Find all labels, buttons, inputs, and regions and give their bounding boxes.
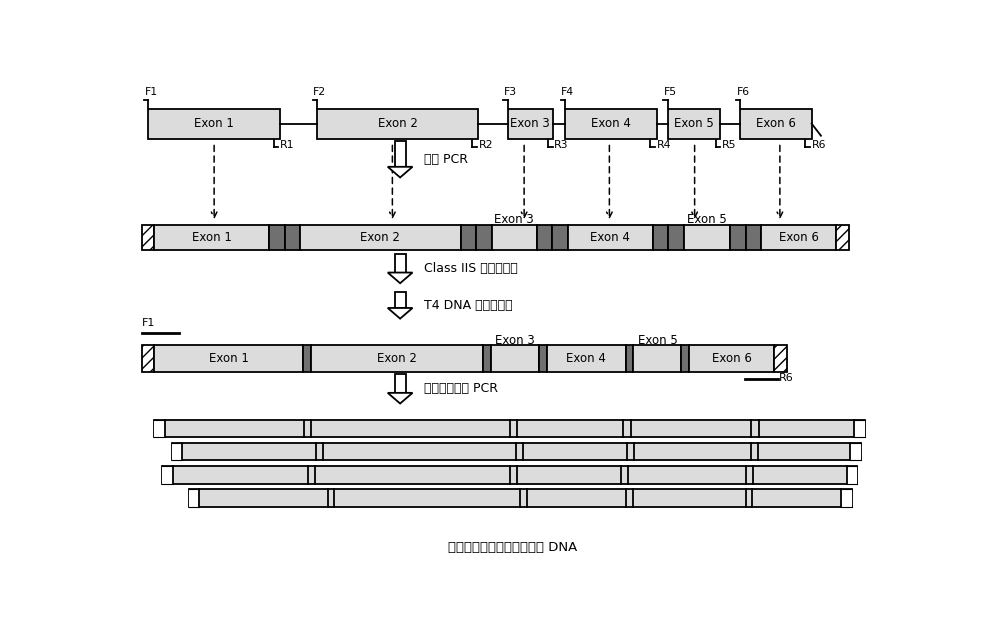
Bar <box>317 108 478 139</box>
Bar <box>189 490 852 507</box>
Text: T4 DNA 连接酶连接: T4 DNA 连接酶连接 <box>424 299 513 312</box>
Bar <box>269 224 285 250</box>
Text: Exon 3: Exon 3 <box>510 117 550 130</box>
Bar <box>162 466 857 484</box>
Bar <box>761 224 836 250</box>
Bar <box>148 108 280 139</box>
Bar <box>539 345 547 372</box>
Text: Exon 6: Exon 6 <box>712 352 752 365</box>
Text: Exon 2: Exon 2 <box>378 117 418 130</box>
Bar <box>395 254 406 273</box>
Bar <box>491 345 539 372</box>
Text: R5: R5 <box>722 140 736 151</box>
Bar <box>537 224 552 250</box>
Bar <box>154 420 165 437</box>
Bar <box>841 490 852 507</box>
Text: Exon 1: Exon 1 <box>192 231 232 244</box>
Bar <box>547 345 626 372</box>
Text: Exon 2: Exon 2 <box>377 352 417 365</box>
Polygon shape <box>388 308 413 319</box>
Text: Exon 3: Exon 3 <box>494 213 534 226</box>
Text: Exon 4: Exon 4 <box>566 352 606 365</box>
Text: R1: R1 <box>280 140 294 151</box>
Bar <box>172 443 182 461</box>
Text: F6: F6 <box>736 87 750 97</box>
Text: Exon 5: Exon 5 <box>687 213 727 226</box>
Bar <box>836 224 849 250</box>
Text: Exon 3: Exon 3 <box>495 335 535 348</box>
Bar <box>154 420 865 437</box>
Bar <box>162 466 173 484</box>
Text: Exon 4: Exon 4 <box>591 117 631 130</box>
Bar <box>746 224 761 250</box>
Text: Exon 1: Exon 1 <box>194 117 234 130</box>
Bar <box>395 141 406 167</box>
Text: R4: R4 <box>657 140 671 151</box>
Text: R2: R2 <box>478 140 493 151</box>
Bar <box>668 108 720 139</box>
Bar <box>476 224 492 250</box>
Bar <box>633 345 681 372</box>
Bar <box>626 345 633 372</box>
Text: Exon 6: Exon 6 <box>756 117 796 130</box>
Text: F1: F1 <box>142 318 155 328</box>
Bar <box>854 420 865 437</box>
Bar <box>303 345 311 372</box>
Bar <box>142 345 154 372</box>
Bar <box>850 443 861 461</box>
Text: F2: F2 <box>313 87 326 97</box>
Bar <box>668 224 684 250</box>
Text: 扩增的带有全部突变的全长 DNA: 扩增的带有全部突变的全长 DNA <box>448 541 577 554</box>
Bar <box>684 224 730 250</box>
Bar <box>508 108 553 139</box>
Bar <box>740 108 812 139</box>
Text: Exon 2: Exon 2 <box>360 231 400 244</box>
Bar <box>461 224 476 250</box>
Text: 分段 PCR: 分段 PCR <box>424 153 468 166</box>
Text: Exon 4: Exon 4 <box>590 231 630 244</box>
Text: Class IIS 内切酶酶切: Class IIS 内切酶酶切 <box>424 262 518 275</box>
Polygon shape <box>388 273 413 284</box>
Bar <box>300 224 461 250</box>
Bar <box>847 466 857 484</box>
Bar <box>154 345 303 372</box>
Text: R6: R6 <box>779 373 794 383</box>
Bar <box>774 345 787 372</box>
Text: F5: F5 <box>664 87 677 97</box>
Bar <box>552 224 568 250</box>
Bar <box>172 443 861 461</box>
Bar <box>653 224 668 250</box>
Text: R3: R3 <box>554 140 569 151</box>
Text: Exon 6: Exon 6 <box>779 231 819 244</box>
Bar <box>568 224 653 250</box>
Text: F3: F3 <box>504 87 517 97</box>
Bar <box>492 224 537 250</box>
Bar <box>395 374 406 393</box>
Text: F1: F1 <box>144 87 158 97</box>
Bar <box>689 345 774 372</box>
Text: F4: F4 <box>561 87 574 97</box>
Bar <box>142 224 154 250</box>
Bar <box>189 490 199 507</box>
Bar <box>730 224 746 250</box>
Text: Exon 1: Exon 1 <box>209 352 249 365</box>
Bar <box>285 224 300 250</box>
Text: Exon 5: Exon 5 <box>674 117 714 130</box>
Text: R6: R6 <box>812 140 826 151</box>
Bar <box>311 345 483 372</box>
Text: Exon 5: Exon 5 <box>638 335 677 348</box>
Text: 连接产物直接 PCR: 连接产物直接 PCR <box>424 382 498 396</box>
Polygon shape <box>388 167 413 178</box>
Bar <box>565 108 657 139</box>
Bar <box>681 345 689 372</box>
Bar <box>483 345 491 372</box>
Bar <box>395 292 406 308</box>
Bar <box>154 224 269 250</box>
Polygon shape <box>388 393 413 404</box>
